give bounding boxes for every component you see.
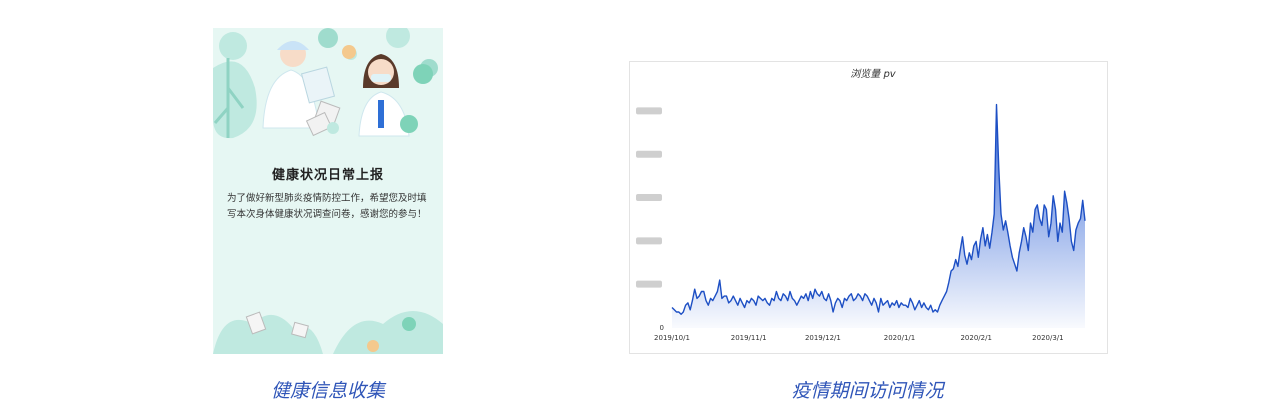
survey-title: 健康状况日常上报 — [271, 168, 384, 183]
y-tick-label-obscured — [636, 280, 662, 288]
x-tick-label: 2019/11/1 — [731, 334, 767, 342]
y-tick-label: 0 — [660, 324, 664, 332]
x-tick-label: 2020/2/1 — [960, 334, 991, 342]
x-tick-label: 2020/3/1 — [1032, 334, 1063, 342]
y-tick-label-obscured — [636, 107, 662, 115]
x-tick-label: 2020/1/1 — [884, 334, 915, 342]
doctors-illustration — [213, 28, 443, 354]
y-tick-label-obscured — [636, 237, 662, 245]
pv-series-line — [671, 103, 1086, 315]
health-survey-card: 健康状况日常上报 为了做好新型肺炎疫情防控工作，希望您及时填写本次身体健康状况调… — [213, 28, 443, 354]
chart-title: 浏览量 pv — [850, 68, 897, 80]
pv-area-chart: 浏览量 pv 0 2019/10/1 2019/11/1 2019/12/1 2020… — [636, 68, 1086, 342]
survey-description: 为了做好新型肺炎疫情防控工作，希望您及时填写本次身体健康状况调查问卷，感谢您的参… — [227, 193, 427, 220]
pv-series — [671, 103, 1086, 328]
pv-chart: 浏览量 pv 0 2019/10/1 2019/11/1 2019/12/1 2020… — [629, 61, 1108, 354]
x-tick-label: 2019/10/1 — [654, 334, 690, 342]
pv-area-fill — [672, 104, 1085, 328]
epidemic-visits-caption: 疫情期间访问情况 — [791, 380, 944, 402]
y-axis: 0 — [636, 107, 664, 332]
y-tick-label-obscured — [636, 150, 662, 158]
y-tick-label-obscured — [636, 194, 662, 202]
health-info-caption: 健康信息收集 — [270, 380, 385, 402]
x-axis: 2019/10/1 2019/11/1 2019/12/1 2020/1/1 2020/… — [654, 334, 1064, 342]
x-tick-label: 2019/12/1 — [805, 334, 841, 342]
